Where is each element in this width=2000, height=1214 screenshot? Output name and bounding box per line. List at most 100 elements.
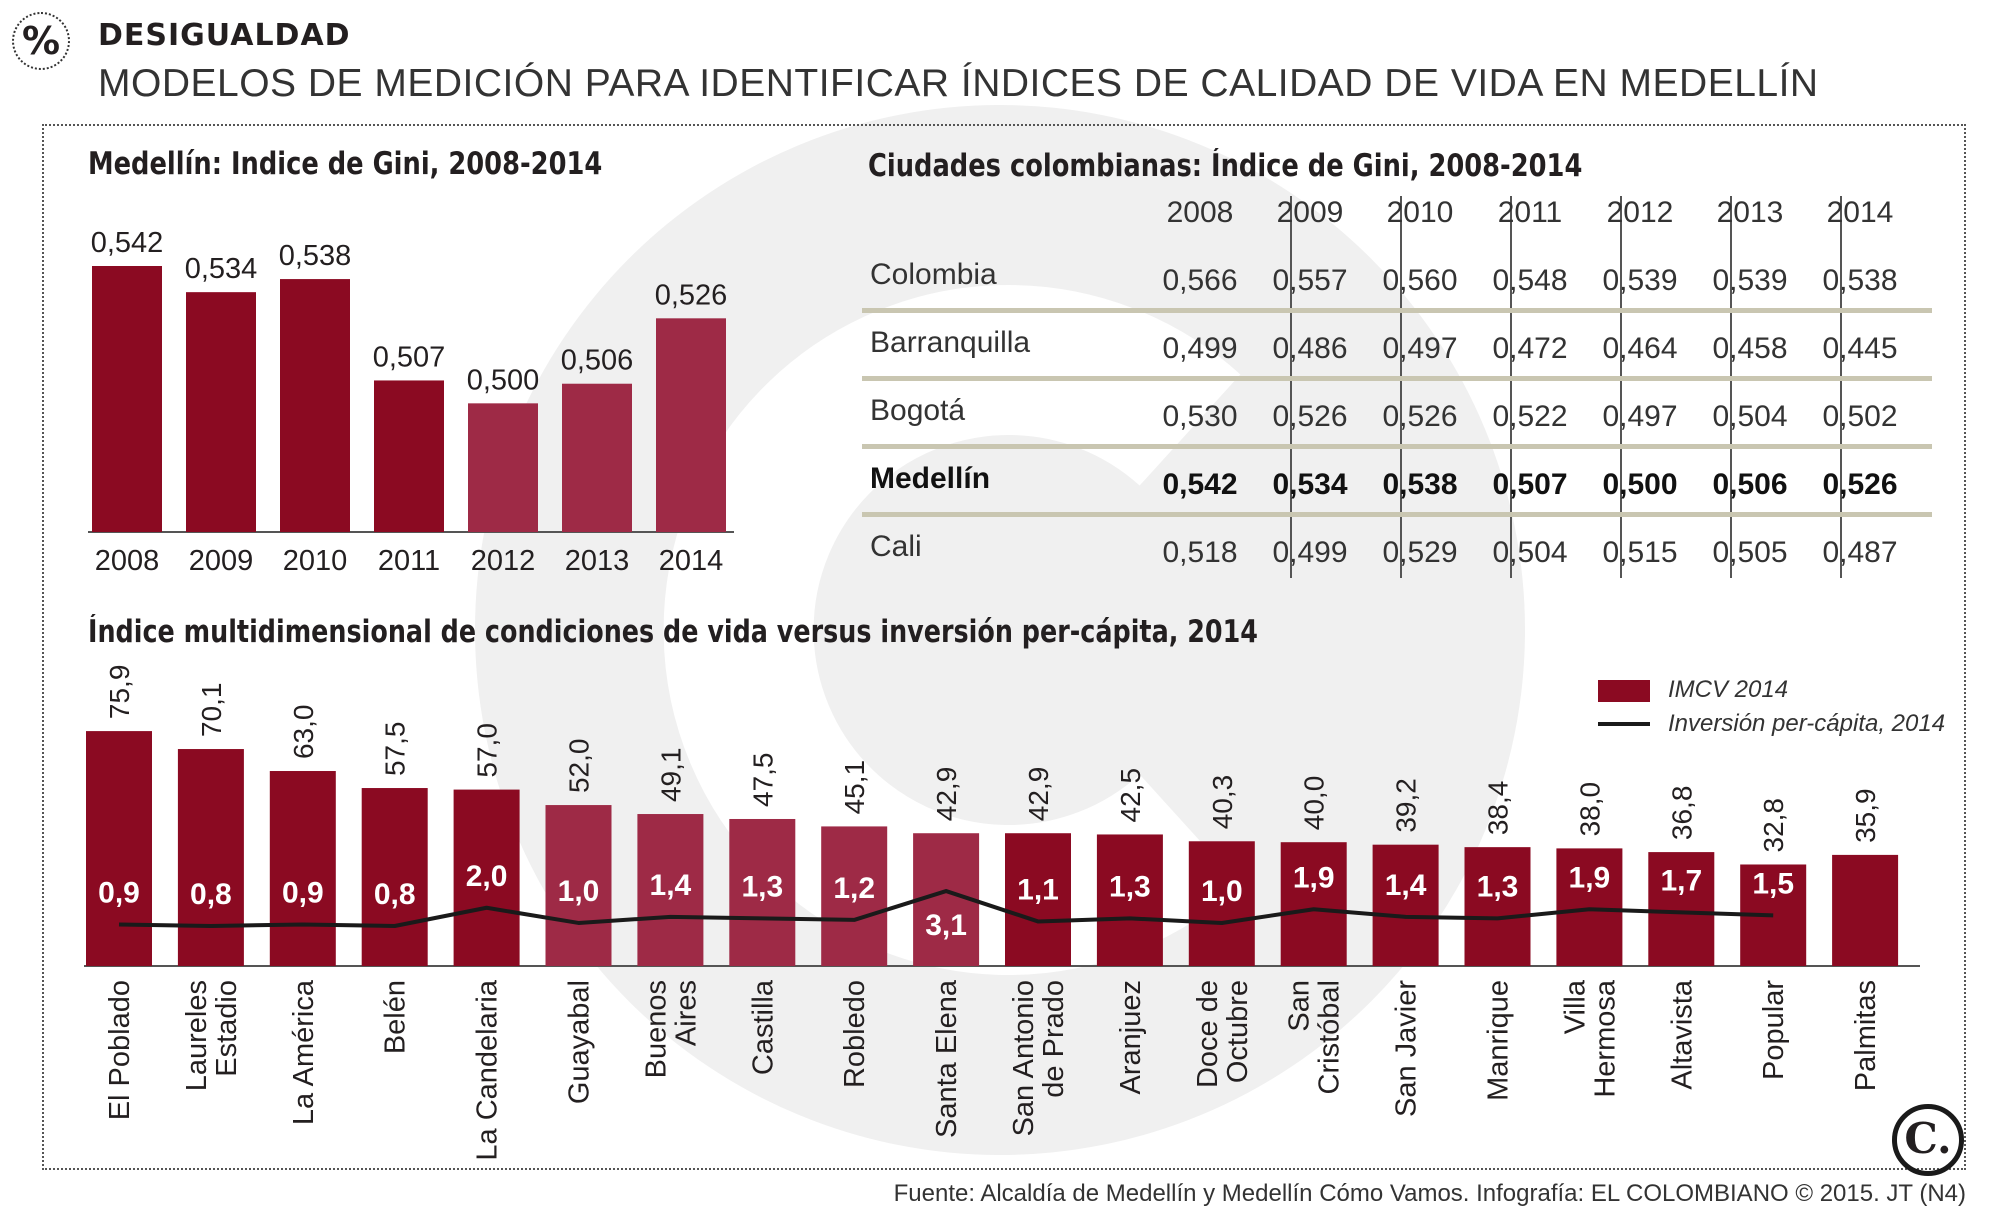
inversion-value-label: 1,4 [650, 869, 692, 902]
imcv-bar [1280, 842, 1347, 966]
table-cell: 0,522 [1492, 400, 1568, 433]
table-cell: 0,486 [1272, 332, 1348, 365]
table-city-name: Cali [870, 530, 922, 563]
source-note: Fuente: Alcaldía de Medellín y Medellín … [893, 1180, 1966, 1207]
table-row-rule [862, 308, 1932, 313]
imcv-bar [1096, 834, 1163, 966]
table-cell: 0,548 [1492, 264, 1568, 297]
table-row-rule [862, 444, 1932, 449]
imcv-bar [1464, 847, 1531, 966]
imcv-bar [1188, 841, 1255, 966]
table-city-name: Medellín [870, 462, 991, 495]
table-cell: 0,502 [1822, 400, 1898, 433]
table-cell: 0,557 [1272, 264, 1348, 297]
page-title: MODELOS DE MEDICIÓN PARA IDENTIFICAR ÍND… [98, 62, 1819, 105]
imcv-value-label: 35,9 [1850, 788, 1881, 843]
inversion-value-label: 0,8 [190, 878, 232, 911]
imcv-bar [545, 805, 612, 966]
imcv-bar [729, 818, 796, 966]
inversion-value-label: 1,4 [1385, 869, 1427, 902]
imcv-value-label: 45,1 [839, 760, 870, 815]
table-row-rule [862, 512, 1932, 517]
imcv-category-label: San Javier [1391, 980, 1423, 1117]
imcv-value-label: 57,0 [472, 723, 503, 777]
table-year-header: 2014 [1826, 196, 1894, 229]
table-cell: 0,518 [1162, 536, 1238, 569]
table-cell: 0,542 [1162, 468, 1238, 501]
table-cell: 0,445 [1822, 332, 1898, 365]
table-cell: 0,499 [1162, 332, 1238, 365]
gini-value-label: 0,542 [91, 227, 164, 259]
table-cell: 0,529 [1382, 536, 1458, 569]
imcv-value-label: 40,3 [1207, 775, 1238, 830]
imcv-category-label: Aires [670, 980, 702, 1046]
imcv-category-label: Palmitas [1850, 980, 1882, 1091]
imcv-category-label: Aranjuez [1115, 980, 1147, 1094]
imcv-bar [637, 814, 704, 966]
gini-value-label: 0,506 [561, 345, 634, 377]
gini-value-label: 0,538 [279, 240, 352, 272]
table-cell: 0,497 [1602, 400, 1678, 433]
table-city-name: Colombia [870, 258, 997, 291]
imcv-title: Índice multidimensional de condiciones d… [88, 614, 1258, 650]
table-cell: 0,538 [1822, 264, 1898, 297]
table-cell: 0,505 [1712, 536, 1788, 569]
table-cell: 0,539 [1602, 264, 1678, 297]
imcv-value-label: 75,9 [104, 665, 135, 720]
imcv-category-label: San Antonio [1008, 980, 1040, 1136]
gini-medellin-title: Medellín: Indice de Gini, 2008-2014 [88, 146, 603, 182]
gini-value-label: 0,500 [467, 364, 540, 396]
gini-medellin-chart: 0,542 2008 0,534 2009 0,538 2010 0,507 2011 0,50… [88, 227, 734, 577]
imcv-bar [821, 826, 888, 966]
table-year-header: 2013 [1716, 196, 1784, 229]
imcv-category-label: Robledo [839, 980, 871, 1088]
gini-bar [656, 318, 726, 532]
gini-year-label: 2011 [378, 545, 440, 577]
table-column-divider [1840, 196, 1842, 578]
table-year-header: 2009 [1276, 196, 1344, 229]
table-row-rule [862, 376, 1932, 381]
inversion-value-label: 1,9 [1293, 861, 1335, 894]
table-cell: 0,464 [1602, 332, 1678, 365]
imcv-bar [1648, 852, 1715, 966]
imcv-bar [86, 731, 152, 966]
gini-cities-title: Ciudades colombianas: Índice de Gini, 20… [868, 148, 1583, 184]
inversion-value-label: 2,0 [466, 860, 508, 893]
imcv-bar [1832, 854, 1899, 966]
imcv-bar [269, 771, 336, 966]
imcv-bar [1005, 833, 1071, 966]
imcv-category-label: Octubre [1222, 980, 1254, 1083]
imcv-value-label: 42,9 [931, 767, 962, 822]
imcv-value-label: 49,1 [655, 748, 686, 803]
inversion-value-label: 1,5 [1752, 867, 1794, 900]
table-cell: 0,472 [1492, 332, 1568, 365]
imcv-value-label: 38,4 [1483, 781, 1514, 836]
table-cell: 0,487 [1822, 536, 1898, 569]
imcv-category-label: La América [288, 979, 320, 1125]
imcv-category-label: Manrique [1483, 980, 1515, 1101]
legend-label-inversion: Inversión per-cápita, 2014 [1668, 710, 1946, 737]
table-cell: 0,534 [1272, 468, 1348, 501]
gini-bar [562, 383, 632, 532]
imcv-category-label: San [1284, 980, 1316, 1032]
table-city-name: Barranquilla [870, 326, 1031, 359]
gini-value-label: 0,526 [655, 279, 728, 311]
table-cell: 0,504 [1492, 536, 1568, 569]
inversion-value-label: 1,3 [1477, 870, 1519, 903]
table-cell: 0,560 [1382, 264, 1458, 297]
inversion-value-label: 0,9 [98, 876, 140, 909]
table-column-divider [1400, 196, 1402, 578]
table-year-header: 2008 [1166, 196, 1234, 229]
el-colombiano-logo: C. [1892, 1104, 1964, 1176]
table-cell: 0,507 [1492, 468, 1568, 501]
imcv-bar [361, 788, 428, 966]
table-city-name: Bogotá [870, 394, 966, 427]
table-year-header: 2011 [1497, 196, 1563, 229]
imcv-value-label: 39,2 [1391, 778, 1422, 833]
imcv-value-label: 47,5 [747, 752, 778, 807]
imcv-category-label: Cristóbal [1314, 980, 1346, 1094]
table-cell: 0,526 [1822, 468, 1898, 501]
imcv-category-label: Belén [380, 980, 412, 1054]
